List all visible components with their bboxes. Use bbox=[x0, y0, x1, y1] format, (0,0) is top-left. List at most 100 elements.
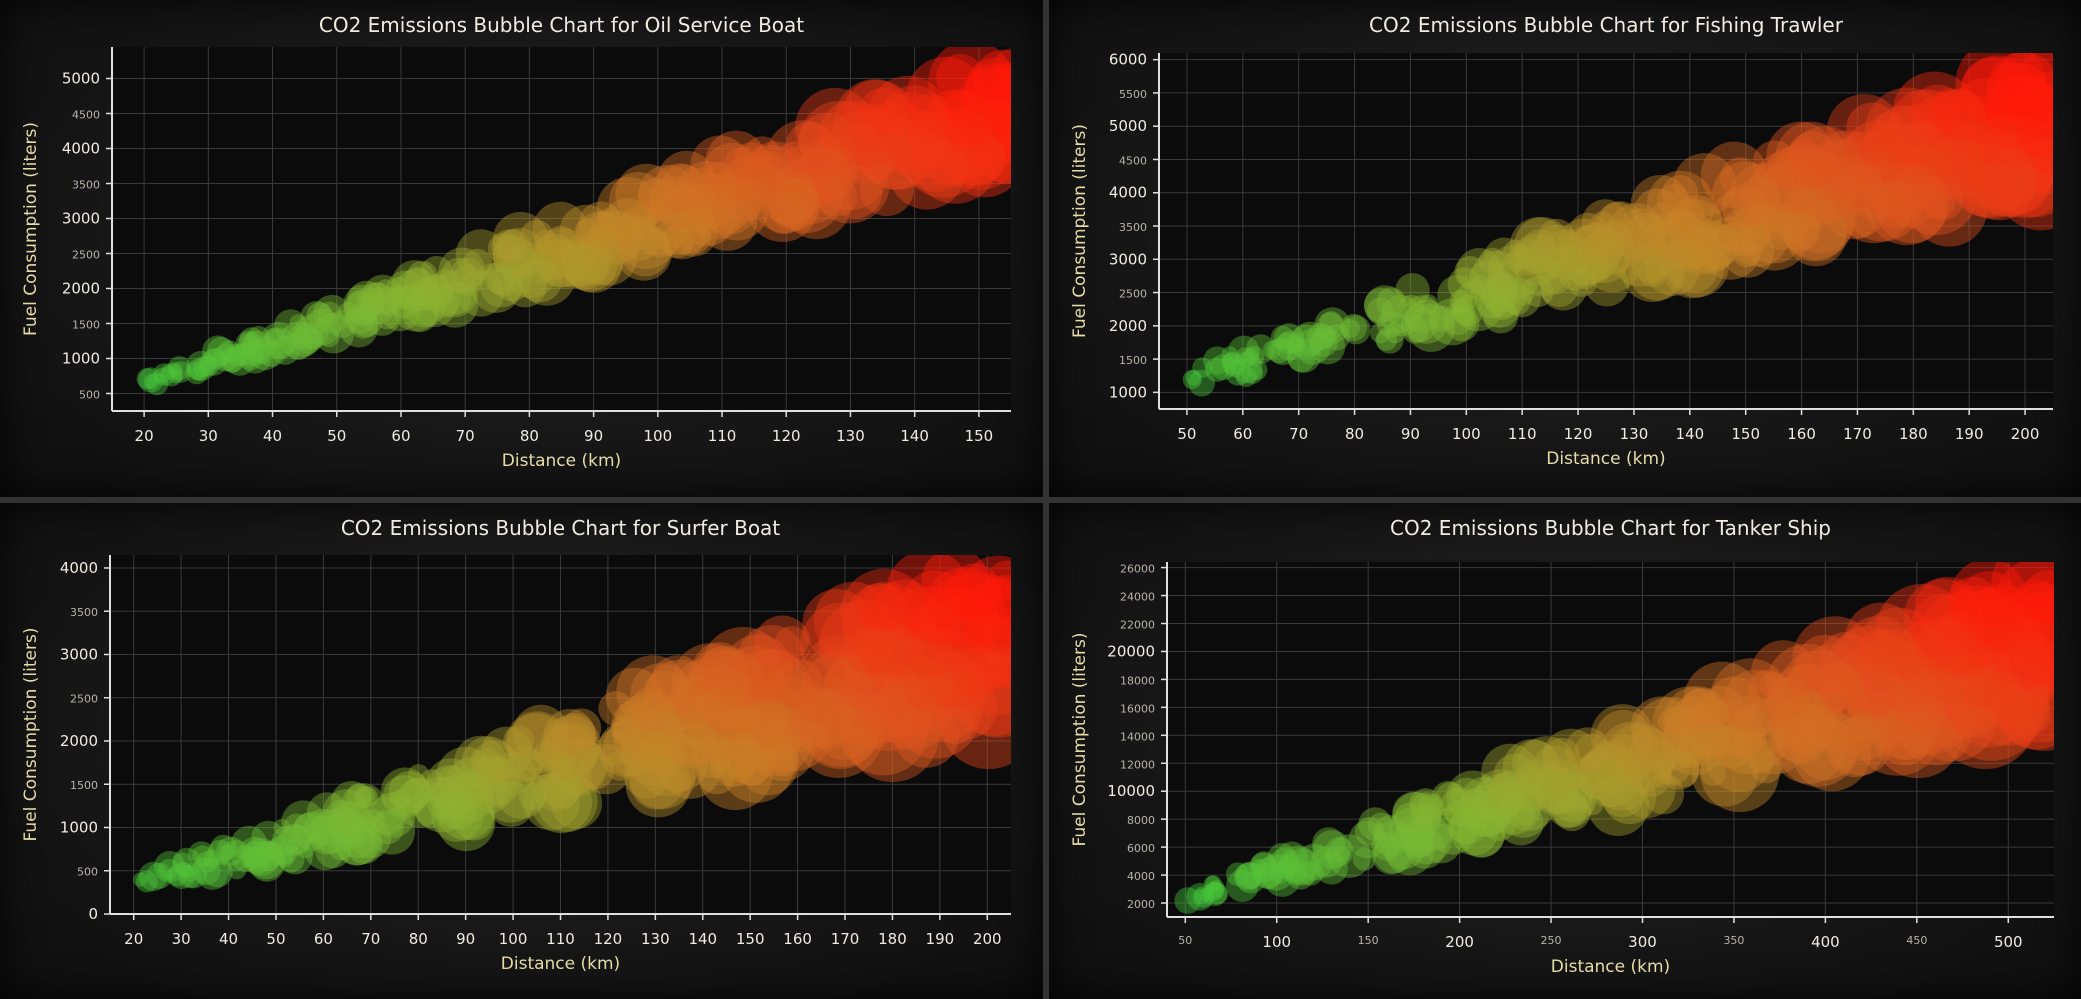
bubble[interactable] bbox=[380, 767, 430, 817]
bubble[interactable] bbox=[1734, 727, 1763, 756]
bubble[interactable] bbox=[373, 286, 403, 316]
bubble[interactable] bbox=[1779, 663, 1847, 731]
bubble[interactable] bbox=[1756, 726, 1786, 756]
bubble[interactable] bbox=[224, 344, 256, 376]
bubble[interactable] bbox=[2019, 48, 2075, 104]
bubble[interactable] bbox=[1257, 853, 1295, 891]
bubble[interactable] bbox=[731, 733, 770, 771]
bubble[interactable] bbox=[343, 284, 382, 323]
bubble[interactable] bbox=[138, 861, 168, 891]
bubble[interactable] bbox=[1574, 733, 1610, 768]
bubble[interactable] bbox=[843, 658, 936, 752]
bubble[interactable] bbox=[1530, 745, 1578, 793]
bubble[interactable] bbox=[722, 157, 767, 202]
bubble[interactable] bbox=[1341, 315, 1371, 345]
bubble[interactable] bbox=[167, 362, 183, 378]
bubble[interactable] bbox=[1354, 816, 1385, 847]
bubble[interactable] bbox=[1312, 827, 1345, 861]
bubble[interactable] bbox=[286, 323, 321, 357]
bubble[interactable] bbox=[1841, 158, 1924, 242]
bubble[interactable] bbox=[1670, 695, 1717, 742]
bubble[interactable] bbox=[192, 356, 214, 378]
bubble[interactable] bbox=[710, 737, 757, 784]
bubble[interactable] bbox=[1576, 750, 1626, 800]
bubble[interactable] bbox=[282, 824, 312, 854]
bubble[interactable] bbox=[356, 282, 398, 324]
bubble[interactable] bbox=[539, 724, 598, 783]
bubble[interactable] bbox=[792, 687, 853, 748]
bubble[interactable] bbox=[765, 120, 842, 197]
bubble[interactable] bbox=[1315, 852, 1348, 885]
bubble[interactable] bbox=[375, 279, 396, 300]
bubble[interactable] bbox=[390, 276, 409, 295]
bubble[interactable] bbox=[1934, 96, 2023, 185]
bubble[interactable] bbox=[1370, 322, 1391, 344]
bubble[interactable] bbox=[1732, 702, 1771, 742]
bubble[interactable] bbox=[650, 655, 706, 711]
bubble[interactable] bbox=[704, 162, 736, 194]
bubble[interactable] bbox=[1324, 837, 1354, 867]
bubble[interactable] bbox=[1999, 595, 2081, 691]
bubble[interactable] bbox=[912, 117, 999, 204]
bubble[interactable] bbox=[1885, 667, 1973, 755]
bubble[interactable] bbox=[829, 165, 883, 219]
bubble[interactable] bbox=[1403, 295, 1441, 333]
bubble[interactable] bbox=[1511, 282, 1535, 306]
bubble[interactable] bbox=[690, 135, 750, 195]
bubble[interactable] bbox=[1825, 626, 1914, 714]
bubble[interactable] bbox=[1934, 651, 2003, 720]
bubble[interactable] bbox=[639, 732, 682, 776]
bubble[interactable] bbox=[1778, 650, 1860, 732]
bubble[interactable] bbox=[1605, 723, 1675, 793]
bubble[interactable] bbox=[859, 161, 914, 217]
bubble[interactable] bbox=[1567, 266, 1598, 297]
bubble[interactable] bbox=[1892, 71, 1977, 157]
bubble[interactable] bbox=[1498, 800, 1544, 846]
bubble[interactable] bbox=[1558, 225, 1618, 285]
bubble[interactable] bbox=[292, 811, 332, 851]
bubble[interactable] bbox=[744, 668, 831, 756]
bubble[interactable] bbox=[727, 648, 814, 736]
bubble[interactable] bbox=[1961, 145, 2037, 221]
bubble[interactable] bbox=[886, 550, 971, 634]
bubble[interactable] bbox=[737, 625, 806, 693]
bubble[interactable] bbox=[1468, 259, 1510, 301]
bubble[interactable] bbox=[1934, 680, 1983, 729]
bubble[interactable] bbox=[333, 817, 382, 866]
bubble[interactable] bbox=[1549, 775, 1597, 823]
bubble[interactable] bbox=[343, 289, 380, 326]
bubble[interactable] bbox=[1892, 120, 1940, 168]
bubble[interactable] bbox=[1750, 751, 1783, 784]
bubble[interactable] bbox=[738, 156, 779, 197]
bubble[interactable] bbox=[559, 204, 613, 259]
bubble[interactable] bbox=[1392, 792, 1442, 842]
bubble[interactable] bbox=[727, 738, 774, 786]
bubble[interactable] bbox=[1273, 323, 1305, 355]
bubble[interactable] bbox=[842, 620, 925, 703]
bubble[interactable] bbox=[1789, 137, 1820, 168]
bubble[interactable] bbox=[1610, 227, 1671, 287]
bubble[interactable] bbox=[455, 229, 507, 280]
bubble[interactable] bbox=[204, 348, 227, 370]
bubble[interactable] bbox=[444, 803, 466, 824]
bubble[interactable] bbox=[403, 286, 446, 328]
bubble[interactable] bbox=[1898, 146, 1951, 199]
bubble[interactable] bbox=[1715, 725, 1746, 757]
bubble[interactable] bbox=[1875, 583, 1969, 678]
bubble[interactable] bbox=[1991, 539, 2081, 629]
bubble[interactable] bbox=[1230, 351, 1263, 384]
bubble[interactable] bbox=[1270, 325, 1295, 350]
bubble[interactable] bbox=[1920, 176, 1964, 221]
bubble[interactable] bbox=[1733, 240, 1760, 268]
bubble[interactable] bbox=[922, 89, 987, 154]
bubble[interactable] bbox=[386, 287, 410, 310]
bubble[interactable] bbox=[402, 295, 439, 333]
bubble[interactable] bbox=[444, 772, 495, 823]
bubble[interactable] bbox=[1298, 860, 1324, 886]
bubble[interactable] bbox=[1407, 303, 1456, 352]
bubble[interactable] bbox=[392, 260, 437, 305]
bubble[interactable] bbox=[1603, 219, 1628, 244]
bubble[interactable] bbox=[1649, 202, 1677, 230]
bubble[interactable] bbox=[1844, 602, 1918, 676]
bubble[interactable] bbox=[1535, 764, 1574, 802]
